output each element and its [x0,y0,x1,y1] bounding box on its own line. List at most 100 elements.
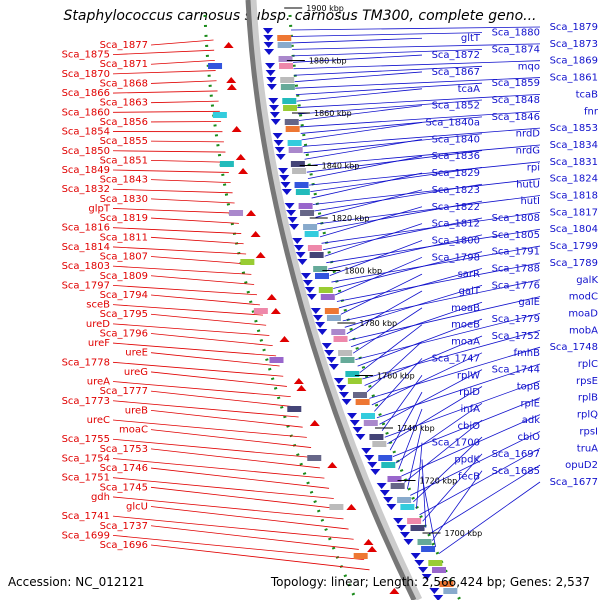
gene-arrow-forward[interactable] [226,77,237,83]
gene-label-right[interactable]: Sca_1859 [492,78,540,89]
left-gene-labels[interactable]: Sca_1877Sca_1875Sca_1871Sca_1870Sca_1868… [62,40,149,551]
gene-block[interactable] [294,182,309,188]
gene-block[interactable] [292,168,307,174]
gene-block[interactable] [303,224,318,230]
gene-arrow-reverse[interactable] [280,182,291,188]
gene-arrow-reverse[interactable] [367,462,378,468]
gene-arrow-reverse[interactable] [266,84,277,90]
gene-arrow-forward[interactable] [266,294,277,300]
gene-label-right[interactable]: nrdG [516,146,540,157]
gene-arrow-reverse[interactable] [286,210,297,216]
gene-label-right[interactable]: hutU [516,179,540,190]
gene-arrow-forward[interactable] [238,168,249,174]
gene-arrow-reverse[interactable] [275,154,286,160]
gene-block[interactable] [208,63,223,69]
gene-label-left[interactable]: moaC [119,425,148,436]
gene-label-right[interactable]: Sca_1831 [550,157,598,168]
gene-label-left[interactable]: Sca_1754 [62,453,110,464]
gene-label-left[interactable]: Sca_1811 [100,232,148,243]
gene-label-left[interactable]: Sca_1699 [62,530,110,541]
gene-label-left[interactable]: Sca_1814 [62,242,110,253]
gene-block[interactable] [333,336,348,342]
gene-arrow-forward[interactable] [250,231,261,237]
gene-label-left[interactable]: glcU [126,502,148,513]
gene-block[interactable] [314,273,329,279]
gene-block[interactable] [287,406,302,412]
gene-arrow-reverse[interactable] [433,595,444,600]
gene-arrow-reverse[interactable] [418,567,429,573]
gene-label-left[interactable]: ureG [124,367,148,378]
gene-label-left[interactable]: Sca_1849 [62,165,110,176]
gene-label-left[interactable]: Sca_1755 [62,434,110,445]
gene-arrow-reverse[interactable] [336,385,347,391]
gene-block[interactable] [298,203,313,209]
gene-label-right[interactable]: moaD [568,308,598,319]
gene-arrow-forward[interactable] [223,42,234,48]
gene-arrow-forward[interactable] [296,385,307,391]
gene-label-right[interactable]: Sca_1848 [492,95,540,106]
gene-label-left[interactable]: Sca_1803 [62,261,110,272]
gene-label-left[interactable]: Sca_1737 [100,521,148,532]
gene-label-left[interactable]: Sca_1795 [100,309,148,320]
gene-label-left[interactable]: ureA [87,377,110,388]
gene-label-left[interactable]: Sca_1832 [62,184,110,195]
gene-arrow-reverse[interactable] [295,252,306,258]
gene-label-right[interactable]: Sca_1748 [550,342,598,353]
gene-arrow-reverse[interactable] [326,357,337,363]
gene-arrow-reverse[interactable] [297,259,308,265]
gene-block[interactable] [410,525,425,531]
gene-arrow-reverse[interactable] [293,245,304,251]
gene-arrow-reverse[interactable] [341,399,352,405]
gene-label-right[interactable]: rplQ [577,410,598,421]
gene-block[interactable] [212,112,227,118]
gene-arrow-reverse[interactable] [292,238,303,244]
gene-label-right[interactable]: Sca_1823 [432,185,480,196]
gene-block[interactable] [269,357,284,363]
gene-label-right[interactable]: cbiO [518,432,541,443]
gene-label-left[interactable]: Sca_1855 [100,136,148,147]
gene-label-right[interactable]: tcaA [458,84,481,95]
gene-arrow-reverse[interactable] [266,77,277,83]
gene-label-right[interactable]: Sca_1873 [550,39,598,50]
gene-block[interactable] [369,434,384,440]
gene-arrow-reverse[interactable] [262,28,273,34]
gene-label-right[interactable]: hutI [520,196,540,207]
gene-block[interactable] [443,588,458,594]
gene-label-right[interactable]: Sca_1747 [432,353,480,364]
gene-label-left[interactable]: Sca_1816 [62,223,110,234]
gene-block[interactable] [340,357,355,363]
gene-label-right[interactable]: Sca_1804 [550,224,598,235]
gene-label-right[interactable]: Sca_1700 [432,438,480,449]
gene-block[interactable] [361,413,376,419]
gene-block[interactable] [307,455,322,461]
gene-label-right[interactable]: Sca_1879 [550,22,598,33]
gene-label-right[interactable]: Sca_1800 [432,235,480,246]
gene-label-right[interactable]: Sca_1874 [492,44,540,55]
gene-label-right[interactable]: Sca_1840 [432,134,480,145]
gene-label-right[interactable]: Sca_1812 [432,219,480,230]
gene-arrow-reverse[interactable] [269,105,280,111]
gene-block[interactable] [240,259,255,265]
gene-label-right[interactable]: fecB [458,471,480,482]
gene-block[interactable] [331,329,346,335]
gene-arrow-reverse[interactable] [265,70,276,76]
gene-arrow-forward[interactable] [235,154,246,160]
gene-arrow-reverse[interactable] [396,525,407,531]
gene-arrow-reverse[interactable] [376,483,387,489]
gene-label-right[interactable]: galE [518,297,540,308]
gene-label-right[interactable]: Sca_1789 [550,258,598,269]
gene-arrow-reverse[interactable] [364,455,375,461]
gene-label-right[interactable]: ppdK [454,455,480,466]
gene-arrow-reverse[interactable] [328,364,339,370]
gene-block[interactable] [253,308,268,314]
gene-label-left[interactable]: ureC [87,415,110,426]
gene-label-right[interactable]: rpsI [579,426,598,437]
gene-label-left[interactable]: Sca_1868 [100,78,148,89]
gene-block[interactable] [326,315,341,321]
gene-arrow-reverse[interactable] [333,378,344,384]
gene-label-left[interactable]: Sca_1863 [100,98,148,109]
gene-label-right[interactable]: adk [522,415,540,426]
gene-label-right[interactable]: moaB [451,303,480,314]
gene-label-left[interactable]: Sca_1745 [100,482,148,493]
gene-block[interactable] [229,210,244,216]
